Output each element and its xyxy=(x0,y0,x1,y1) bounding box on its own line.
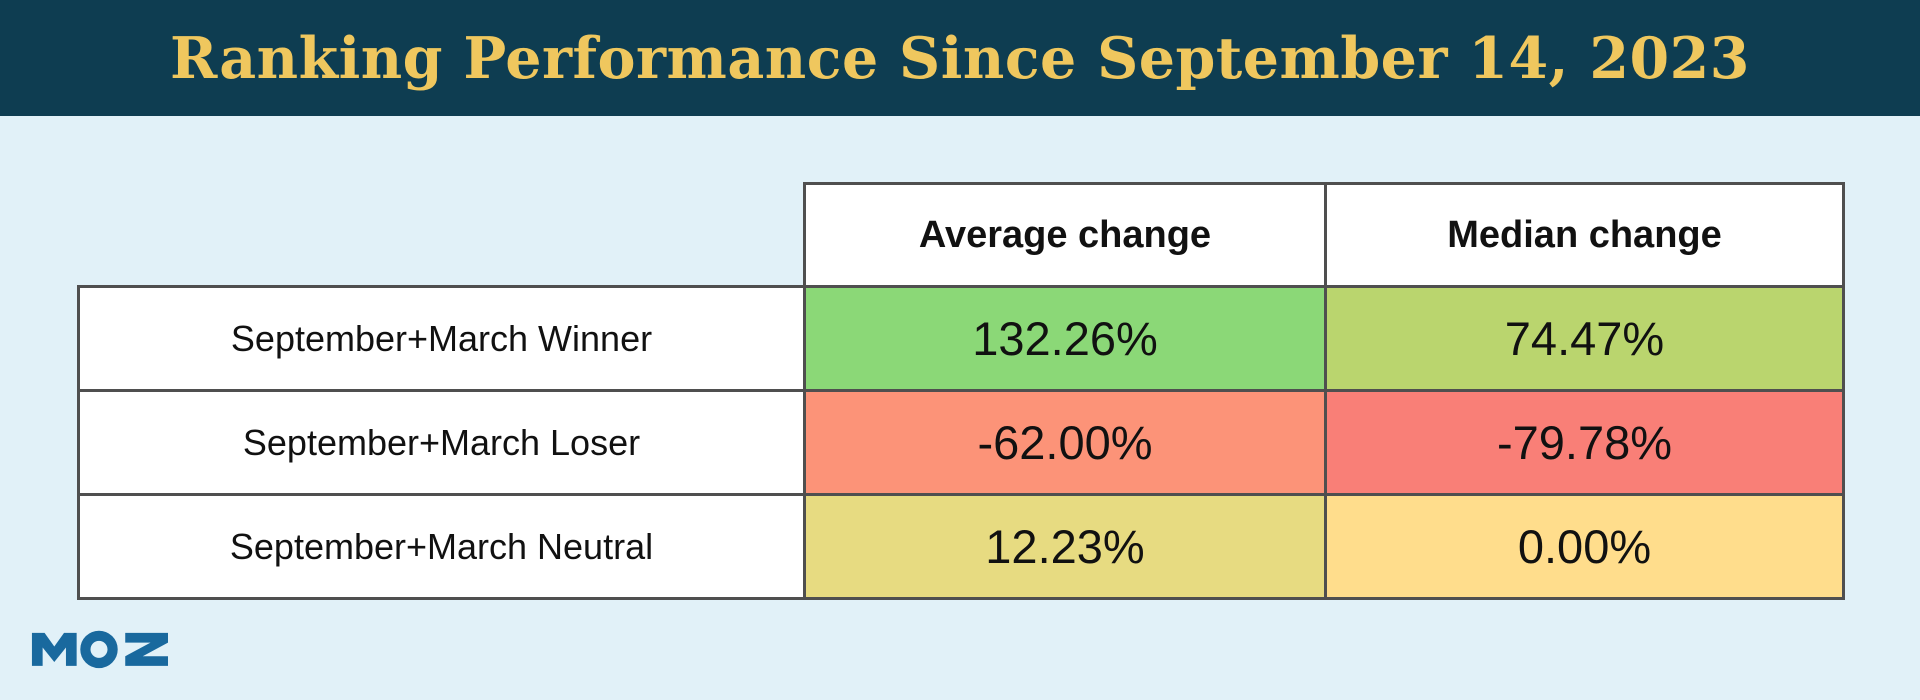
winner-average-change-value: 132.26% xyxy=(803,285,1327,392)
title-banner: Ranking Performance Since September 14, … xyxy=(0,0,1920,116)
table-row-loser: September+March Loser -62.00% -79.78% xyxy=(77,389,1845,496)
table-header-row: Average change Median change xyxy=(79,182,1845,288)
row-label-loser: September+March Loser xyxy=(77,389,806,496)
neutral-average-change-value: 12.23% xyxy=(803,493,1327,600)
column-header-average-change: Average change xyxy=(803,182,1327,288)
row-label-neutral: September+March Neutral xyxy=(77,493,806,600)
moz-logo-letter-z xyxy=(125,632,168,666)
column-header-median-change: Median change xyxy=(1324,182,1845,288)
winner-median-change-value: 74.47% xyxy=(1324,285,1845,392)
row-label-winner: September+March Winner xyxy=(77,285,806,392)
moz-logo-letter-o xyxy=(80,630,118,669)
table-row-neutral: September+March Neutral 12.23% 0.00% xyxy=(77,493,1845,600)
moz-logo xyxy=(31,630,168,669)
moz-logo-letter-m xyxy=(31,632,77,666)
neutral-median-change-value: 0.00% xyxy=(1324,493,1845,600)
header-spacer-cell xyxy=(79,184,805,287)
page-title: Ranking Performance Since September 14, … xyxy=(170,24,1750,92)
ranking-performance-table: Average change Median change September+M… xyxy=(77,182,1845,600)
loser-average-change-value: -62.00% xyxy=(803,389,1327,496)
loser-median-change-value: -79.78% xyxy=(1324,389,1845,496)
table-row-winner: September+March Winner 132.26% 74.47% xyxy=(77,285,1845,392)
